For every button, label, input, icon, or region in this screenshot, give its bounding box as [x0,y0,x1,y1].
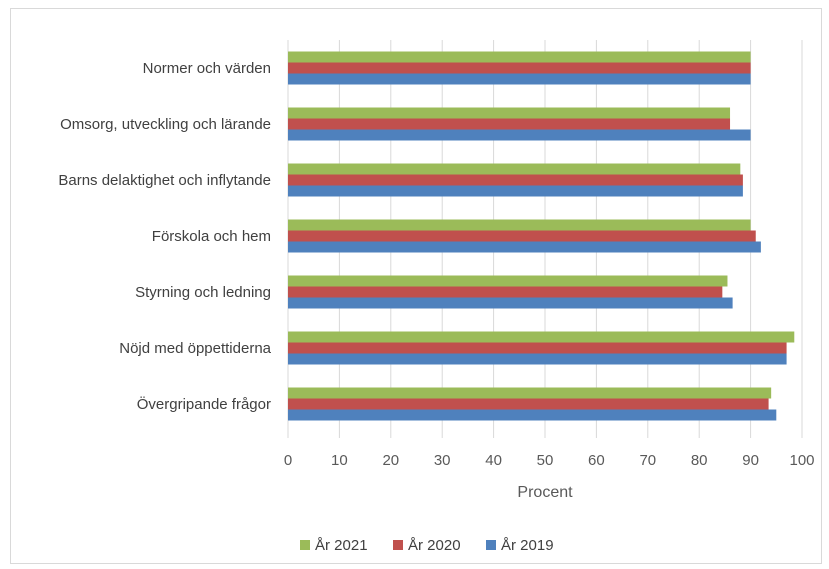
category-label: Normer och värden [143,60,271,77]
x-tick-label: 0 [284,452,292,469]
bar [288,275,728,287]
bar [288,107,731,119]
category-label: Barns delaktighet och inflytande [58,172,271,189]
bar [288,241,761,253]
x-tick-label: 20 [382,452,399,469]
bar [288,342,787,354]
x-tick-label: 30 [434,452,451,469]
bar [288,129,751,141]
x-tick-label: 90 [742,452,759,469]
category-label: Omsorg, utveckling och lärande [60,116,271,133]
bar [288,174,743,186]
x-tick-label: 80 [691,452,708,469]
legend: År 2021 År 2020 År 2019 [300,537,554,554]
bar [288,185,743,197]
category-label: Övergripande frågor [137,395,271,413]
legend-swatch [300,540,310,550]
bar [288,286,723,298]
category-label: Styrning och ledning [135,284,271,301]
legend-swatch [393,540,403,550]
bar [288,118,731,130]
bar [288,353,787,365]
bar [288,331,795,343]
category-label: Förskola och hem [152,228,271,245]
x-tick-label: 100 [789,452,814,469]
bar [288,297,733,309]
bars [288,51,795,421]
bar [288,51,751,63]
bar [288,409,777,421]
bar [288,219,751,231]
bar [288,163,741,175]
bar [288,73,751,85]
x-tick-label: 40 [485,452,502,469]
legend-label: År 2019 [501,537,554,554]
bar [288,230,756,242]
bar [288,398,769,410]
x-tick-label: 50 [537,452,554,469]
x-tick-label: 70 [639,452,656,469]
bar [288,62,751,74]
bar [288,387,772,399]
x-tick-labels: 0 10 20 30 40 50 60 70 80 90 100 [284,452,815,469]
x-axis-title: Procent [517,484,573,501]
legend-label: År 2020 [408,537,461,554]
legend-label: År 2021 [315,537,368,554]
legend-swatch [486,540,496,550]
category-label: Nöjd med öppettiderna [119,340,271,357]
x-tick-label: 10 [331,452,348,469]
category-labels: Normer och värden Omsorg, utveckling och … [58,60,271,413]
x-tick-label: 60 [588,452,605,469]
